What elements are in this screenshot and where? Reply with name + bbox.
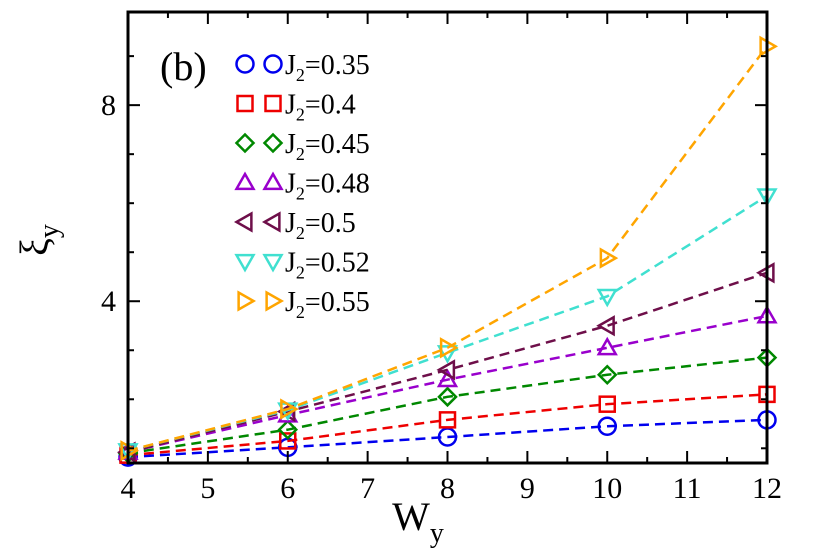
x-tick-label: 11 — [673, 472, 702, 505]
legend-label-main: J — [285, 129, 296, 160]
legend-label: J2=0.48 — [285, 169, 370, 204]
series-line — [127, 418, 768, 459]
data-point — [438, 411, 457, 429]
y-tick-label: 4 — [101, 285, 116, 318]
y-axis-label-main: ξ — [12, 238, 57, 256]
legend-label-value: =0.55 — [305, 287, 370, 318]
data-point — [596, 288, 618, 308]
legend-marker — [234, 171, 256, 191]
legend-marker — [262, 171, 284, 191]
series-line — [127, 194, 768, 452]
legend-item: J2=0.4 — [236, 90, 356, 125]
x-tick-label: 4 — [121, 472, 136, 505]
x-tick-label: 9 — [520, 472, 535, 505]
legend-marker — [263, 54, 283, 74]
data-point — [436, 359, 456, 381]
legend-label: J2=0.52 — [285, 248, 370, 283]
legend-label-main: J — [285, 50, 296, 81]
series-layer — [116, 35, 779, 467]
legend-label-value: =0.35 — [305, 50, 370, 81]
legend-marker — [262, 132, 284, 154]
legend-label: J2=0.45 — [285, 129, 370, 164]
legend-item: J2=0.48 — [234, 169, 370, 204]
legend-label: J2=0.5 — [285, 208, 356, 243]
legend-marker — [261, 211, 281, 233]
data-point — [437, 386, 458, 408]
x-tick-label: 6 — [280, 472, 295, 505]
data-point — [277, 419, 299, 440]
legend-label-main: J — [285, 90, 296, 121]
legend-marker — [265, 290, 285, 312]
legend-label: J2=0.4 — [285, 90, 356, 125]
legend-label-sub: 2 — [296, 144, 305, 164]
legend-label-value: =0.5 — [305, 208, 356, 239]
y-axis-label-sub: y — [34, 224, 65, 238]
x-tick-label: 12 — [752, 472, 782, 505]
legend-label-sub: 2 — [296, 263, 305, 283]
legend-marker — [233, 211, 253, 233]
legend-label: J2=0.55 — [285, 287, 370, 322]
series-line — [127, 45, 768, 452]
legend-label-sub: 2 — [296, 223, 305, 243]
series-line — [127, 356, 768, 455]
ticks-layer — [127, 12, 768, 463]
legend-item: J2=0.52 — [234, 248, 370, 283]
legend-label-sub: 2 — [296, 105, 305, 125]
y-axis-label: ξy — [12, 224, 65, 256]
legend-label: J2=0.35 — [285, 50, 370, 85]
y-tick-labels: 48 — [101, 89, 116, 318]
data-point — [596, 364, 618, 386]
legend-marker — [234, 132, 256, 154]
x-axis-label: Wy — [392, 494, 444, 549]
legend-marker — [264, 94, 282, 113]
legend-label-main: J — [285, 287, 296, 318]
legend-item: J2=0.55 — [237, 287, 370, 322]
data-point — [596, 336, 618, 356]
legend-label-value: =0.4 — [305, 90, 356, 121]
series-line — [127, 271, 768, 454]
data-point — [597, 416, 617, 436]
svg-text:ξy: ξy — [12, 224, 65, 256]
panel-label: (b) — [160, 44, 207, 89]
x-axis-label-sub: y — [430, 518, 444, 549]
series-5 — [116, 262, 775, 463]
data-point — [439, 337, 459, 359]
legend: J2=0.35J2=0.4J2=0.45J2=0.48J2=0.5J2=0.52… — [233, 50, 370, 322]
data-point — [596, 315, 615, 337]
legend-marker — [236, 94, 254, 113]
x-tick-label: 8 — [440, 472, 455, 505]
legend-marker — [237, 290, 257, 312]
x-tick-label: 7 — [360, 472, 375, 505]
legend-label-sub: 2 — [296, 65, 305, 85]
data-point — [436, 368, 459, 388]
legend-marker — [235, 54, 255, 74]
data-point — [598, 395, 616, 413]
x-tick-label: 5 — [200, 472, 215, 505]
y-tick-label: 8 — [101, 89, 116, 122]
data-point — [279, 432, 297, 450]
legend-label-main: J — [285, 208, 296, 239]
legend-label-value: =0.52 — [305, 248, 370, 279]
x-axis-label-main: W — [392, 494, 430, 539]
legend-item: J2=0.45 — [234, 129, 370, 164]
data-point — [280, 398, 299, 420]
legend-marker — [234, 253, 256, 273]
legend-item: J2=0.5 — [233, 208, 356, 243]
legend-label-value: =0.48 — [305, 169, 370, 200]
series-2 — [119, 385, 776, 464]
legend-label-main: J — [285, 169, 296, 200]
legend-label-main: J — [285, 248, 296, 279]
data-point — [599, 247, 619, 269]
x-tick-labels: 4 5 6 7 8 9 10 11 12 — [121, 472, 783, 505]
legend-item: J2=0.35 — [235, 50, 370, 85]
series-line — [127, 393, 768, 457]
legend-label-sub: 2 — [296, 184, 305, 204]
legend-label-sub: 2 — [296, 302, 305, 322]
legend-marker — [262, 253, 284, 273]
plot-frame — [126, 10, 769, 465]
x-tick-label: 10 — [592, 472, 622, 505]
series-line — [127, 314, 768, 454]
legend-label-value: =0.45 — [305, 129, 370, 160]
